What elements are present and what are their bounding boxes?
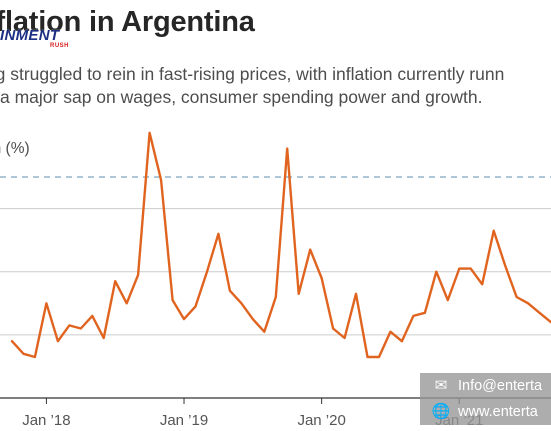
watermark-logo-text: INMENT <box>0 27 60 44</box>
contact-web-banner: 🌐 www.enterta <box>420 399 551 425</box>
envelope-icon: ✉ <box>434 377 448 394</box>
subtitle-line-2: a major sap on wages, consumer spending … <box>0 87 483 107</box>
x-tick-label-2: Jan ’20 <box>297 412 345 429</box>
x-tick-label-0: Jan ’18 <box>22 412 70 429</box>
series-line-inflation <box>10 131 551 359</box>
chart-title: nflation in Argentina <box>0 6 255 38</box>
watermark-logo-subtext: RUSH <box>50 43 70 49</box>
chart-subtitle: ing struggled to rein in fast-rising pri… <box>0 63 551 109</box>
x-tick-label-1: Jan ’19 <box>160 412 208 429</box>
watermark-logo: INMENT RUSH <box>0 27 82 51</box>
contact-email-text: Info@enterta <box>458 378 543 394</box>
globe-icon: 🌐 <box>431 403 451 420</box>
series-layer <box>10 131 551 359</box>
contact-web-text: www.enterta <box>458 404 538 420</box>
subtitle-line-1: ing struggled to rein in fast-rising pri… <box>0 64 505 84</box>
y-axis-title: on (%) <box>0 140 30 157</box>
contact-email-banner: ✉ Info@enterta <box>420 373 551 399</box>
